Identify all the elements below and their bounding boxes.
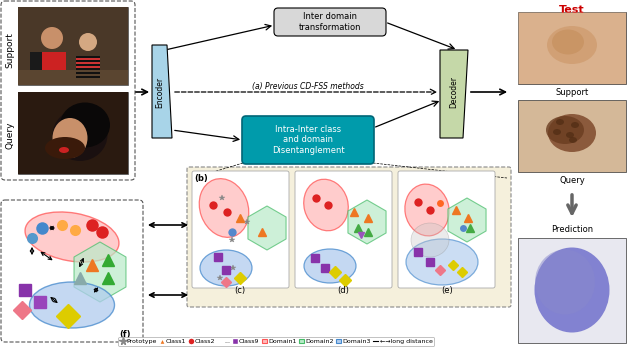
Polygon shape (448, 198, 486, 242)
FancyBboxPatch shape (295, 171, 392, 288)
Text: Prediction: Prediction (551, 225, 593, 234)
Bar (518, 238, 626, 343)
Ellipse shape (45, 137, 85, 159)
FancyBboxPatch shape (1, 1, 135, 180)
Ellipse shape (571, 122, 579, 128)
Ellipse shape (569, 137, 577, 143)
Ellipse shape (535, 250, 595, 314)
Ellipse shape (552, 30, 584, 54)
Ellipse shape (566, 132, 574, 138)
Ellipse shape (59, 147, 69, 153)
Text: Decoder: Decoder (449, 76, 458, 108)
Polygon shape (248, 206, 286, 250)
Bar (76, 60, 100, 62)
Ellipse shape (547, 26, 597, 64)
Text: Query: Query (559, 176, 585, 185)
Bar (518, 12, 626, 84)
Ellipse shape (548, 114, 596, 152)
Polygon shape (74, 242, 126, 302)
Ellipse shape (537, 21, 607, 75)
FancyBboxPatch shape (274, 8, 386, 36)
FancyBboxPatch shape (1, 200, 143, 342)
Bar (18, 92, 128, 174)
Text: Test: Test (559, 5, 585, 15)
Legend: Prototype, Class1, Class2, ..., Class9, Domain1, Domain2, Domain3, ←→long distan: Prototype, Class1, Class2, ..., Class9, … (118, 337, 435, 346)
Ellipse shape (553, 129, 561, 135)
Ellipse shape (79, 33, 97, 51)
Ellipse shape (546, 116, 584, 144)
Ellipse shape (52, 109, 108, 161)
Bar (76, 56, 100, 58)
Ellipse shape (534, 106, 609, 166)
Bar (76, 68, 100, 70)
Ellipse shape (41, 27, 63, 49)
Text: (c): (c) (234, 286, 246, 295)
Ellipse shape (556, 119, 564, 125)
Text: (f): (f) (119, 330, 131, 339)
FancyBboxPatch shape (398, 171, 495, 288)
Ellipse shape (534, 247, 609, 333)
Bar (18, 7, 128, 85)
Bar (76, 64, 100, 66)
Ellipse shape (304, 179, 348, 231)
Bar (518, 12, 626, 84)
Text: Support: Support (6, 32, 15, 68)
FancyBboxPatch shape (187, 167, 511, 307)
Bar (18, 70, 128, 85)
Ellipse shape (29, 282, 115, 328)
Text: (b): (b) (194, 174, 208, 183)
Bar (18, 92, 128, 174)
Text: Encoder: Encoder (156, 76, 164, 107)
Ellipse shape (304, 249, 356, 283)
Ellipse shape (52, 118, 88, 158)
Ellipse shape (411, 223, 449, 257)
Text: (a) Previous CD-FSS methods: (a) Previous CD-FSS methods (252, 82, 364, 90)
Ellipse shape (406, 239, 478, 285)
Text: (d): (d) (337, 286, 349, 295)
Bar (30, 52, 42, 80)
Ellipse shape (25, 212, 119, 262)
Bar (76, 72, 100, 74)
Ellipse shape (405, 184, 449, 236)
Bar (38, 52, 66, 82)
Text: Query: Query (6, 121, 15, 149)
FancyBboxPatch shape (242, 116, 374, 164)
Polygon shape (348, 200, 386, 244)
Ellipse shape (200, 250, 252, 286)
Bar (518, 100, 626, 172)
FancyBboxPatch shape (192, 171, 289, 288)
Bar (18, 7, 128, 85)
Text: Intra-Inter class
and domain
Disentanglement: Intra-Inter class and domain Disentangle… (272, 125, 344, 155)
Text: Inter domain
transformation: Inter domain transformation (299, 12, 361, 32)
Text: (e): (e) (441, 286, 453, 295)
Text: Support: Support (556, 88, 589, 97)
Ellipse shape (60, 103, 110, 148)
Bar (76, 56, 100, 82)
Polygon shape (152, 45, 172, 138)
Bar (76, 76, 100, 78)
Polygon shape (440, 50, 468, 138)
Ellipse shape (199, 179, 249, 237)
